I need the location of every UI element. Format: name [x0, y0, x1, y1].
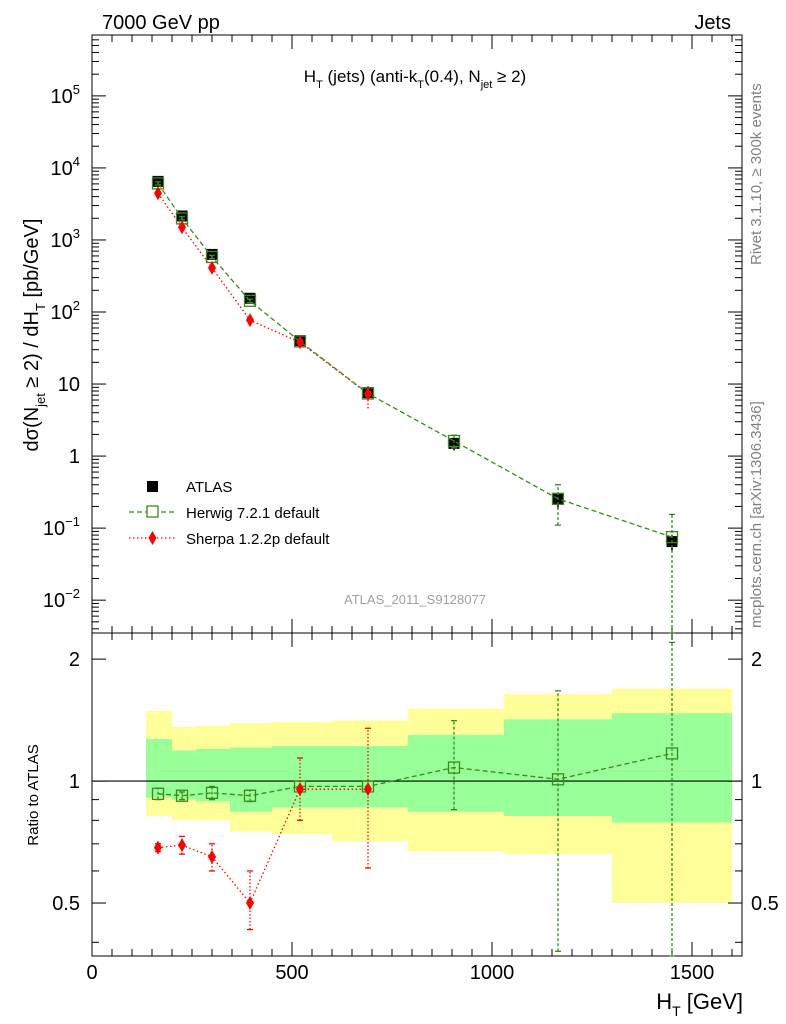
legend: ATLAS Herwig 7.2.1 default Sherpa 1.2.2p… — [129, 479, 330, 548]
ratio-sherpa-line — [157, 788, 368, 905]
y-tick-label: 10 — [58, 374, 80, 396]
ratio-herwig-point — [551, 773, 565, 786]
ratio-plot-axes: 0.5 0.5 1 1 2 2 0 500 1000 1500 — [52, 632, 779, 984]
ratio-y-tick-label-right: 1 — [751, 771, 762, 793]
ratio-sherpa-point — [364, 782, 372, 797]
herwig-point — [551, 492, 565, 505]
header-right: Jets — [694, 12, 731, 34]
ratio-sherpa-point — [154, 840, 162, 855]
y-tick-label: 102 — [51, 298, 80, 324]
x-tick-label: 0 — [86, 962, 97, 984]
sherpa-point — [364, 386, 372, 401]
ratio-sherpa-point — [246, 896, 254, 911]
main-plot-axes: 10−2 10−1 1 10 102 103 104 105 — [43, 34, 743, 634]
herwig-point — [243, 294, 257, 307]
legend-label-atlas: ATLAS — [186, 479, 232, 496]
legend-label-herwig: Herwig 7.2.1 default — [186, 505, 320, 522]
herwig-point — [447, 434, 461, 448]
rivet-label: Rivet 3.1.10, ≥ 300k events — [748, 83, 765, 265]
atlas-point — [448, 437, 460, 449]
ratio-herwig-point — [205, 786, 219, 800]
sherpa-point — [208, 260, 216, 275]
ratio-herwig-point — [151, 787, 165, 800]
y-tick-label: 103 — [51, 226, 80, 252]
ratio-y-tick-label: 2 — [69, 649, 80, 671]
atlas-point — [206, 248, 218, 260]
band-inner — [332, 746, 408, 808]
main-y-axis-label: dσ(Njet ≥ 2) / dHT [pb/GeV] — [21, 219, 48, 452]
ratio-plot-frame — [91, 632, 743, 957]
ratio-sherpa-point — [178, 838, 186, 853]
ratio-herwig-point — [665, 747, 679, 760]
ratio-herwig-line — [157, 752, 673, 797]
y-tick-label: 10−1 — [43, 514, 80, 540]
ratio-sherpa-point — [208, 849, 216, 864]
ratio-y-tick-label: 0.5 — [52, 893, 80, 915]
legend-marker-atlas — [147, 481, 158, 492]
band-inner — [272, 746, 332, 808]
sherpa-point — [296, 335, 304, 350]
ratio-y-axis-label: Ratio to ATLAS — [25, 744, 42, 845]
y-tick-label: 1 — [69, 446, 80, 468]
legend-marker-herwig — [146, 505, 159, 518]
ratio-plot-series — [151, 641, 679, 957]
ratio-sherpa-point — [296, 782, 304, 797]
y-tick-label: 104 — [51, 154, 80, 180]
atlas-point — [176, 210, 188, 222]
mcplots-label: mcplots.cern.ch [arXiv:1306.3436] — [748, 401, 765, 628]
legend-marker-sherpa — [148, 531, 157, 545]
herwig-point — [665, 530, 679, 544]
sherpa-point — [154, 186, 162, 201]
ratio-y-tick-label-right: 2 — [751, 649, 762, 671]
atlas-point — [244, 292, 256, 304]
analysis-id-label: ATLAS_2011_S9128077 — [344, 592, 486, 607]
sherpa-line — [157, 192, 369, 395]
ratio-herwig-point — [243, 789, 257, 802]
sherpa-point — [246, 313, 254, 328]
ratio-y-tick-label: 1 — [69, 771, 80, 793]
herwig-line — [157, 183, 673, 538]
ratio-uncertainty-bands — [146, 688, 732, 904]
x-tick-label: 1000 — [470, 962, 515, 984]
ratio-y-tick-label-right: 0.5 — [751, 893, 779, 915]
ratio-herwig-point — [447, 761, 461, 774]
x-tick-label: 1500 — [670, 962, 715, 984]
y-tick-label: 10−2 — [43, 586, 80, 612]
y-tick-label: 105 — [51, 82, 80, 108]
legend-label-sherpa: Sherpa 1.2.2p default — [186, 531, 330, 548]
sherpa-point — [178, 220, 186, 235]
x-tick-label: 500 — [275, 962, 308, 984]
main-plot-title: HT (jets) (anti-kT(0.4), Njet ≥ 2) — [304, 67, 526, 91]
header-left: 7000 GeV pp — [102, 12, 220, 34]
ratio-herwig-point — [175, 789, 189, 802]
band-inner — [196, 748, 230, 802]
main-plot-series — [151, 175, 679, 634]
x-axis-label: HT [GeV] — [656, 989, 743, 1019]
